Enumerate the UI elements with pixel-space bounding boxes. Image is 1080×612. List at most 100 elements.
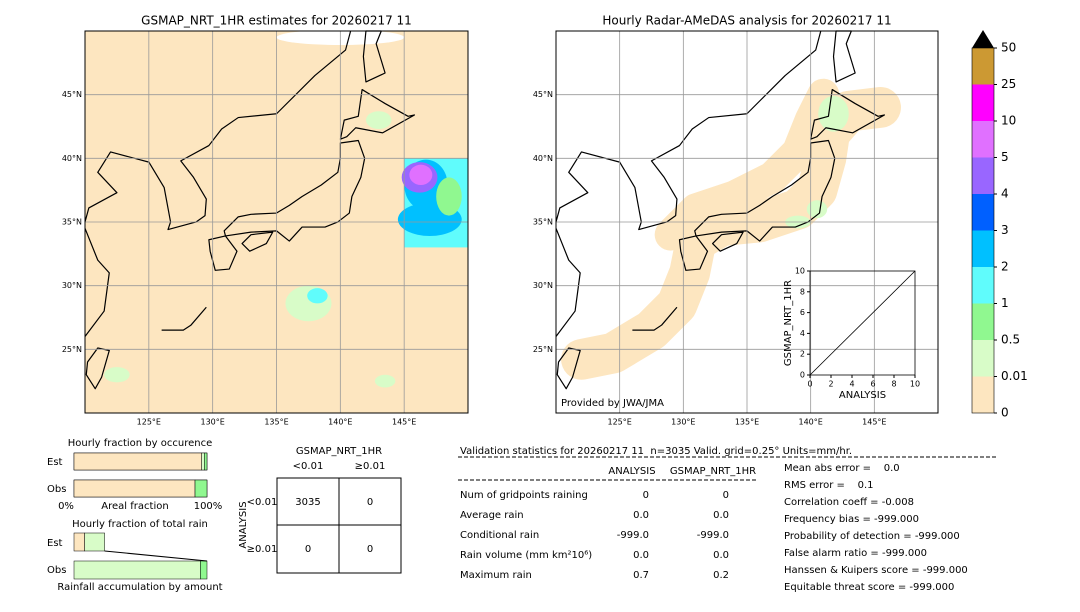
- cell: 0.0: [633, 550, 649, 561]
- cell: 0: [643, 490, 649, 501]
- diagonal: [809, 270, 916, 376]
- colorbar-label: 3: [1001, 223, 1009, 237]
- score: Probability of detection = -999.000: [784, 531, 960, 542]
- x-tick-label: 0: [807, 380, 812, 389]
- y-tick-label: 25°N: [62, 345, 82, 354]
- fraction-segment: [194, 479, 208, 498]
- row-label: Est: [47, 457, 63, 468]
- row-label: Rain volume (mm km²10⁶): [460, 550, 592, 561]
- row-label: Obs: [47, 484, 66, 495]
- score: False alarm ratio = -999.000: [784, 548, 927, 559]
- map-title: Hourly Radar-AMeDAS analysis for 2026021…: [602, 14, 891, 28]
- map-features: [85, 30, 469, 389]
- row-header: ANALYSIS: [238, 501, 249, 548]
- y-tick-label: 30°N: [62, 281, 82, 290]
- row-label: Average rain: [460, 510, 524, 521]
- x-tick-label: 140°E: [328, 418, 352, 427]
- fraction-segment: [73, 532, 85, 552]
- cell: 0.7: [633, 570, 649, 581]
- colorbar-label: 4: [1001, 187, 1009, 201]
- x-tick-label: 135°E: [735, 418, 759, 427]
- inset-frame: [809, 270, 916, 376]
- cell: 0.0: [713, 510, 729, 521]
- x-tick-label: 4: [849, 380, 854, 389]
- score: Correlation coeff = -0.008: [784, 497, 914, 508]
- x-tick-label: 145°E: [392, 418, 416, 427]
- colorbar-label: 0.01: [1001, 369, 1028, 383]
- colorbar-band: [972, 121, 994, 158]
- fraction-segment: [73, 452, 202, 471]
- row-label: Num of gridpoints raining: [460, 490, 588, 501]
- map-frame: [84, 30, 469, 414]
- x-tick-label: 135°E: [264, 418, 288, 427]
- colorbar-band: [972, 230, 994, 267]
- y-tick-label: 45°N: [533, 90, 553, 99]
- x-tick-label: 125°E: [137, 418, 161, 427]
- x-tick-label: 10: [910, 380, 920, 389]
- map-title: GSMAP_NRT_1HR estimates for 20260217 11: [141, 14, 412, 28]
- x-tick-label: 6: [870, 380, 875, 389]
- x-label: Areal fraction: [101, 501, 168, 512]
- fraction-segment: [200, 560, 208, 580]
- colorbar-label: 5: [1001, 150, 1009, 164]
- row-label: Maximum rain: [460, 570, 532, 581]
- cell: 0: [723, 490, 729, 501]
- colorbar-label: 2: [1001, 260, 1009, 274]
- footer: Rainfall accumulation by amount: [57, 582, 222, 593]
- validation-title: Validation statistics for 20260217 11 n=…: [460, 446, 852, 457]
- colorbar-band: [972, 84, 994, 121]
- x-tick-label: 130°E: [671, 418, 695, 427]
- row-label: Est: [47, 538, 63, 549]
- score: Frequency bias = -999.000: [784, 514, 919, 525]
- cell: 0.2: [713, 570, 729, 581]
- fraction-segment: [201, 452, 205, 471]
- y-tick-label: 35°N: [62, 218, 82, 227]
- column-label: GSMAP_NRT_1HR: [670, 466, 756, 477]
- colorbar-band: [972, 376, 994, 413]
- fraction-segment: [73, 479, 196, 498]
- y-tick-label: 2: [800, 350, 805, 359]
- y-tick-label: 10: [795, 267, 805, 276]
- y-tick-label: 40°N: [533, 154, 553, 163]
- x-tick-label: 0%: [58, 501, 74, 512]
- x-tick-label: 125°E: [608, 418, 632, 427]
- colorbar-band: [972, 48, 994, 85]
- colorbar-band: [972, 267, 994, 304]
- y-label: GSMAP_NRT_1HR: [783, 280, 794, 366]
- score: RMS error = 0.1: [784, 480, 874, 491]
- y-tick-label: 30°N: [533, 281, 553, 290]
- y-tick-label: 25°N: [533, 345, 553, 354]
- x-tick-label: 130°E: [201, 418, 225, 427]
- x-tick-label: 8: [891, 380, 896, 389]
- y-tick-label: 8: [800, 287, 805, 296]
- fraction-segment: [84, 532, 105, 552]
- row-label: Conditional rain: [460, 530, 539, 541]
- cell: 3035: [295, 497, 320, 508]
- column-label: ≥0.01: [355, 461, 386, 472]
- y-tick-label: 6: [800, 308, 805, 317]
- cell: 0.0: [713, 550, 729, 561]
- cell: 0: [367, 544, 373, 555]
- table-header: GSMAP_NRT_1HR: [296, 446, 382, 457]
- cell: 0: [367, 497, 373, 508]
- row-label: Obs: [47, 565, 66, 576]
- colorbar-label: 1: [1001, 296, 1009, 310]
- row-label: ≥0.01: [247, 544, 278, 555]
- fraction-segment: [204, 452, 208, 471]
- score: Mean abs error = 0.0: [784, 463, 900, 474]
- total-rain-title: Hourly fraction of total rain: [72, 519, 208, 530]
- fraction-segment: [73, 560, 201, 580]
- occurrence-title: Hourly fraction by occurence: [68, 438, 212, 449]
- y-tick-label: 0: [800, 371, 805, 380]
- column-label: ANALYSIS: [608, 466, 655, 477]
- colorbar-label: 0: [1001, 406, 1009, 420]
- cell: -999.0: [617, 530, 649, 541]
- score: Equitable threat score = -999.000: [784, 582, 954, 593]
- x-tick-label: 2: [828, 380, 833, 389]
- score: Hanssen & Kuipers score = -999.000: [784, 565, 968, 576]
- y-tick-label: 45°N: [62, 90, 82, 99]
- column-label: <0.01: [293, 461, 324, 472]
- y-tick-label: 35°N: [533, 218, 553, 227]
- cell: 0: [305, 544, 311, 555]
